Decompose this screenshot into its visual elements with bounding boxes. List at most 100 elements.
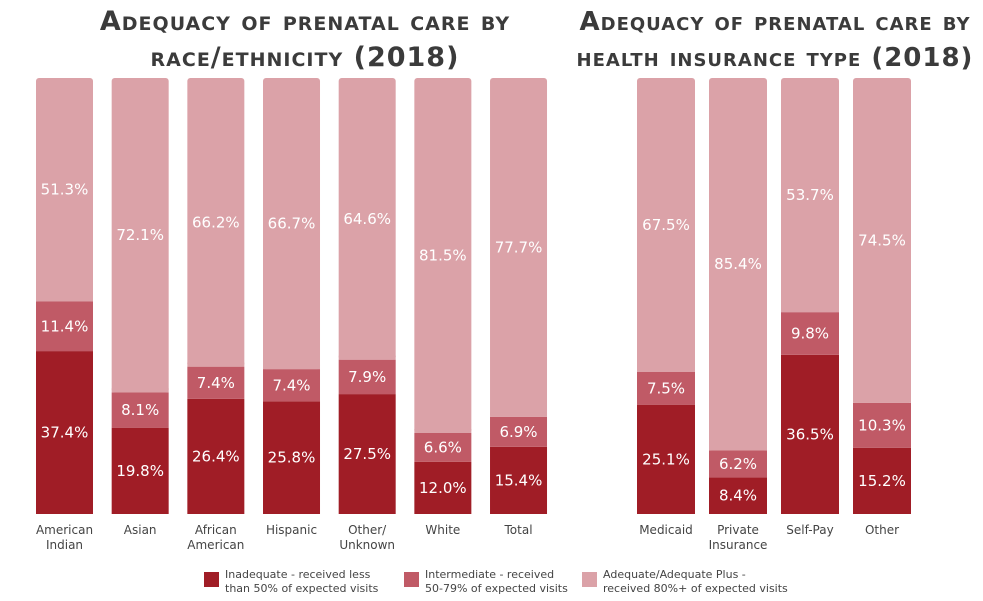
data-label-race-african-american-inadequate: 26.4% xyxy=(192,447,240,465)
legend-swatch-inadequate xyxy=(204,572,219,587)
bar-race-african-american-inadequate xyxy=(187,398,245,514)
data-label-insurance-self-pay-inadequate: 36.5% xyxy=(786,425,834,443)
category-label-race-african-american: African American xyxy=(187,523,244,552)
bar-race-white-adequate xyxy=(414,78,472,433)
charts-canvas: 37.4% 11.4% 51.3% American Indian 19.8% 8.1% 72… xyxy=(36,78,911,552)
bar-corner-fill xyxy=(709,446,767,451)
chart-title-insurance: Adequacy of prenatal care by health insu… xyxy=(576,7,974,73)
data-label-insurance-self-pay-adequate: 53.7% xyxy=(786,186,834,204)
data-label-race-other-unknown-adequate: 64.6% xyxy=(343,210,391,228)
data-label-race-african-american-intermediate: 7.4% xyxy=(197,374,235,392)
data-label-race-hispanic-intermediate: 7.4% xyxy=(272,376,310,394)
bar-race-white-inadequate xyxy=(414,461,472,514)
data-label-race-american-indian-intermediate: 11.4% xyxy=(41,317,89,335)
bar-race-other-unknown-inadequate xyxy=(338,394,396,514)
bar-race-hispanic-intermediate xyxy=(263,369,321,402)
data-label-race-white-inadequate: 12.0% xyxy=(419,479,467,497)
bar-corner-fill xyxy=(338,355,396,360)
category-label-insurance-other: Other xyxy=(865,523,899,537)
data-label-insurance-medicaid-intermediate: 7.5% xyxy=(647,379,685,397)
data-label-race-white-adequate: 81.5% xyxy=(419,246,467,264)
data-label-race-other-unknown-intermediate: 7.9% xyxy=(348,368,386,386)
legend-swatch-adequate xyxy=(582,572,597,587)
legend-item-intermediate: Intermediate - received 50-79% of expect… xyxy=(404,568,568,596)
data-label-race-total-adequate: 77.7% xyxy=(495,238,543,256)
bar-race-asian-inadequate xyxy=(111,427,169,514)
bar-corner-fill xyxy=(414,428,472,433)
bar-race-african-american-intermediate xyxy=(187,366,245,399)
category-label-race-total: Total xyxy=(504,523,533,537)
bar-race-total-adequate xyxy=(490,78,548,417)
bar-race-other-unknown-intermediate xyxy=(338,359,396,395)
bar-corner-fill xyxy=(263,365,321,370)
data-label-race-asian-inadequate: 19.8% xyxy=(116,462,164,480)
legend-item-inadequate: Inadequate - received less than 50% of e… xyxy=(204,568,378,596)
data-label-insurance-other-adequate: 74.5% xyxy=(858,231,906,249)
bar-insurance-other-inadequate xyxy=(853,447,911,514)
bar-insurance-other-intermediate xyxy=(853,402,911,448)
bar-race-american-indian-inadequate xyxy=(36,351,93,514)
data-label-race-hispanic-inadequate: 25.8% xyxy=(268,449,316,467)
data-label-insurance-other-intermediate: 10.3% xyxy=(858,416,906,434)
bar-insurance-other-adequate xyxy=(853,78,911,403)
category-label-race-american-indian: American Indian xyxy=(36,523,93,552)
bar-race-american-indian-adequate xyxy=(36,78,93,302)
category-label-race-hispanic: Hispanic xyxy=(266,523,317,537)
data-label-race-american-indian-inadequate: 37.4% xyxy=(41,424,89,442)
legend: Inadequate - received less than 50% of e… xyxy=(200,568,900,598)
bar-race-total-inadequate xyxy=(490,446,548,514)
bar-insurance-private-insurance-inadequate xyxy=(709,477,767,514)
data-label-race-total-intermediate: 6.9% xyxy=(499,423,537,441)
category-label-race-asian: Asian xyxy=(124,523,157,537)
data-label-race-total-inadequate: 15.4% xyxy=(495,471,543,489)
bar-insurance-medicaid-inadequate xyxy=(637,404,695,514)
data-label-race-american-indian-adequate: 51.3% xyxy=(41,181,89,199)
bar-race-african-american-adequate xyxy=(187,78,245,367)
category-label-insurance-private-insurance: Private Insurance xyxy=(709,523,768,552)
bar-insurance-medicaid-adequate xyxy=(637,78,695,373)
bar-corner-fill xyxy=(187,362,245,367)
data-label-race-african-american-adequate: 66.2% xyxy=(192,213,240,231)
category-label-race-other-unknown: Other/Unknown xyxy=(339,523,395,552)
data-label-insurance-medicaid-adequate: 67.5% xyxy=(642,216,690,234)
bar-corner-fill xyxy=(111,388,169,393)
bar-race-american-indian-intermediate xyxy=(36,301,93,352)
bar-race-hispanic-adequate xyxy=(263,78,321,370)
bar-race-white-intermediate xyxy=(414,432,472,462)
data-label-insurance-private-insurance-intermediate: 6.2% xyxy=(719,455,757,473)
legend-label-inadequate: Inadequate - received less than 50% of e… xyxy=(225,568,379,595)
data-label-insurance-private-insurance-adequate: 85.4% xyxy=(714,255,762,273)
legend-item-adequate: Adequate/Adequate Plus - received 80%+ o… xyxy=(582,568,788,596)
legend-label-adequate: Adequate/Adequate Plus - received 80%+ o… xyxy=(603,568,788,595)
bar-insurance-private-insurance-adequate xyxy=(709,78,767,451)
data-label-insurance-medicaid-inadequate: 25.1% xyxy=(642,450,690,468)
legend-swatch-intermediate xyxy=(404,572,419,587)
data-label-race-asian-adequate: 72.1% xyxy=(116,226,164,244)
data-label-race-asian-intermediate: 8.1% xyxy=(121,401,159,419)
bar-insurance-self-pay-intermediate xyxy=(781,312,839,355)
bar-corner-fill xyxy=(781,308,839,313)
bar-insurance-private-insurance-intermediate xyxy=(709,450,767,478)
data-label-insurance-other-inadequate: 15.2% xyxy=(858,472,906,490)
data-label-race-other-unknown-inadequate: 27.5% xyxy=(343,445,391,463)
category-label-race-white: White xyxy=(425,523,460,537)
bar-race-other-unknown-adequate xyxy=(338,78,396,360)
legend-label-intermediate: Intermediate - received 50-79% of expect… xyxy=(425,568,568,595)
bar-race-asian-intermediate xyxy=(111,392,169,428)
category-label-insurance-self-pay: Self-Pay xyxy=(786,523,833,537)
bar-corner-fill xyxy=(637,368,695,373)
bar-race-asian-adequate xyxy=(111,78,169,393)
bar-race-hispanic-inadequate xyxy=(263,401,321,514)
data-label-insurance-private-insurance-inadequate: 8.4% xyxy=(719,487,757,505)
bar-race-total-intermediate xyxy=(490,416,548,447)
data-label-race-white-intermediate: 6.6% xyxy=(424,438,462,456)
category-label-insurance-medicaid: Medicaid xyxy=(639,523,693,537)
chart-title-race: Adequacy of prenatal care by race/ethnic… xyxy=(99,6,511,73)
bar-insurance-self-pay-inadequate xyxy=(781,354,839,514)
data-label-insurance-self-pay-intermediate: 9.8% xyxy=(791,324,829,342)
bar-corner-fill xyxy=(853,398,911,403)
data-label-race-hispanic-adequate: 66.7% xyxy=(268,215,316,233)
bar-insurance-medicaid-intermediate xyxy=(637,372,695,405)
bar-corner-fill xyxy=(36,297,93,302)
bar-insurance-self-pay-adequate xyxy=(781,78,839,313)
